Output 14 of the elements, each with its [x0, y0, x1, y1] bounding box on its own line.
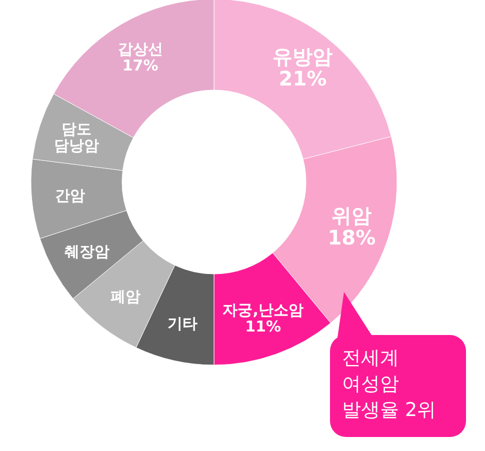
- slice-label: 자궁,난소암: [222, 300, 304, 319]
- slice-label: 위암: [332, 204, 372, 228]
- data-label: 17%: [122, 56, 158, 75]
- text: 전세계 여성암 발생율 2위: [330, 335, 466, 437]
- data-label: 11%: [245, 317, 281, 336]
- slice-label: 유방암: [272, 44, 333, 69]
- slice-label: 폐암: [110, 287, 140, 306]
- slice-label: 기타: [167, 314, 198, 332]
- data-label: 18%: [328, 226, 376, 250]
- slice-label: 갑상선: [118, 40, 163, 58]
- slice-label: 간암: [54, 186, 85, 205]
- slice-label: 담도 담낭암: [54, 120, 99, 155]
- slice-label: 췌장암: [64, 242, 110, 261]
- data-label: 21%: [278, 66, 327, 91]
